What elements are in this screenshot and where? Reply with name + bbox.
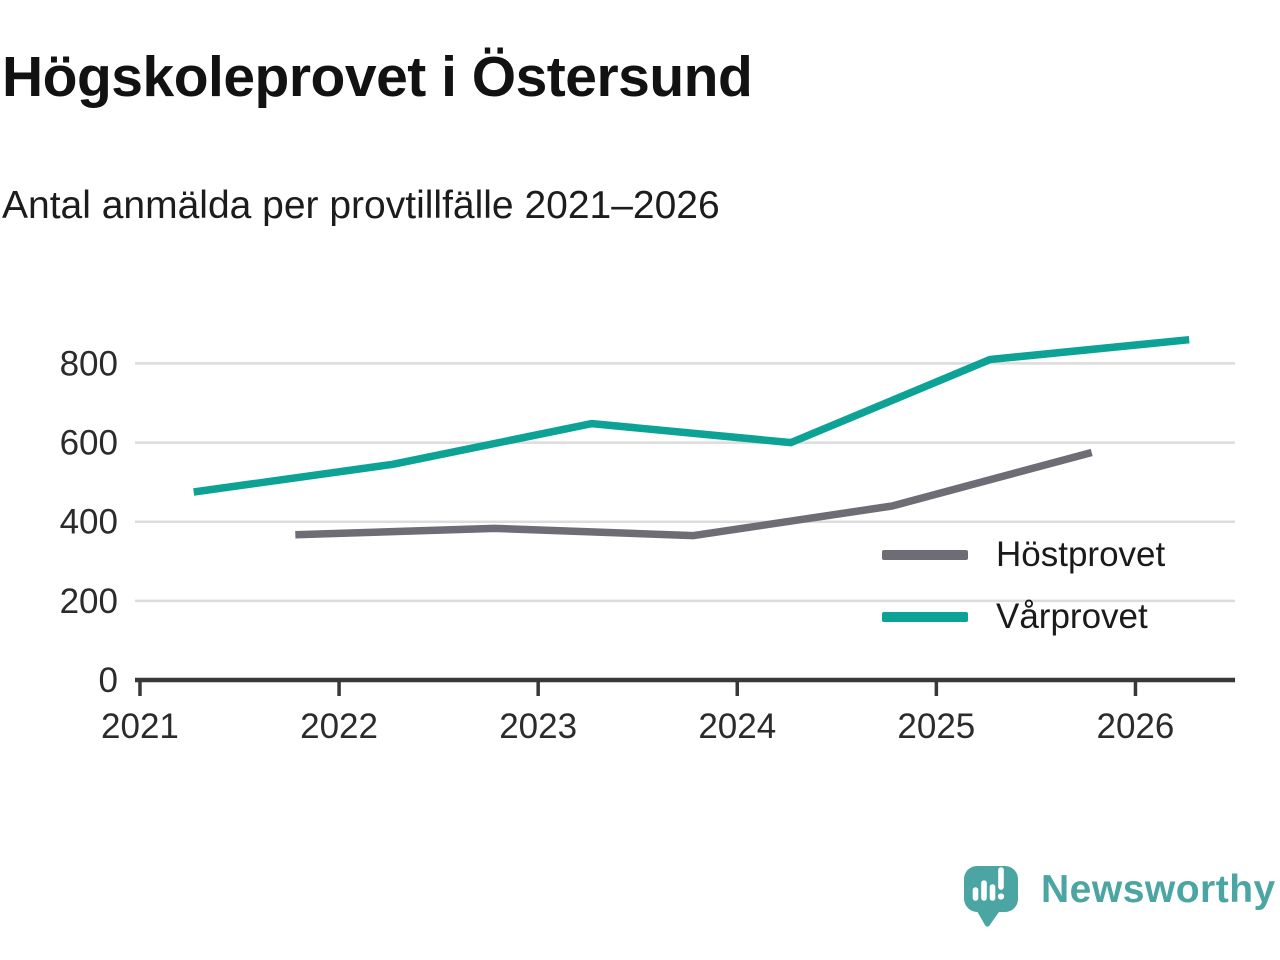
series-line-vårprovet bbox=[193, 335, 1190, 496]
legend-label-varprovet: Vårprovet bbox=[996, 597, 1148, 636]
y-tick-label: 0 bbox=[99, 661, 118, 700]
legend-item-varprovet: Vårprovet bbox=[882, 594, 1165, 640]
newsworthy-logo: Newsworthy bbox=[963, 860, 1276, 932]
logo-bars-icon bbox=[972, 867, 1004, 901]
legend-item-hostprovet: Höstprovet bbox=[882, 532, 1165, 578]
x-tick-label: 2025 bbox=[897, 707, 975, 746]
series-group bbox=[193, 335, 1190, 540]
y-tick-label: 200 bbox=[60, 582, 118, 621]
x-tick-label: 2022 bbox=[300, 707, 378, 746]
newsworthy-logo-icon bbox=[964, 866, 1018, 927]
chart-legend: Höstprovet Vårprovet bbox=[882, 532, 1165, 656]
x-tick-label: 2026 bbox=[1097, 707, 1175, 746]
logo-exclamation-dot bbox=[997, 893, 1005, 900]
x-tick-label: 2024 bbox=[698, 707, 776, 746]
legend-label-hostprovet: Höstprovet bbox=[996, 535, 1166, 574]
page-title: Högskoleprovet i Östersund bbox=[2, 45, 753, 109]
brand-name: Newsworthy bbox=[1041, 868, 1276, 911]
x-tick-label: 2023 bbox=[499, 707, 577, 746]
hostprovet-line-swatch bbox=[882, 550, 968, 560]
y-tick-label: 600 bbox=[60, 424, 118, 463]
gridlines-group bbox=[135, 362, 1235, 603]
chart-subtitle: Antal anmälda per provtillfälle 2021–202… bbox=[2, 184, 720, 227]
axis-group bbox=[135, 677, 1235, 696]
series-line-höstprovet bbox=[295, 448, 1093, 540]
axis-labels-group: 2021 2022 2023 2024 2025 2026 0 200 400 600 800 bbox=[60, 344, 1175, 746]
y-tick-label: 800 bbox=[60, 344, 118, 383]
y-tick-label: 400 bbox=[60, 503, 118, 542]
varprovet-line-swatch bbox=[882, 612, 968, 622]
x-tick-label: 2021 bbox=[101, 707, 179, 746]
